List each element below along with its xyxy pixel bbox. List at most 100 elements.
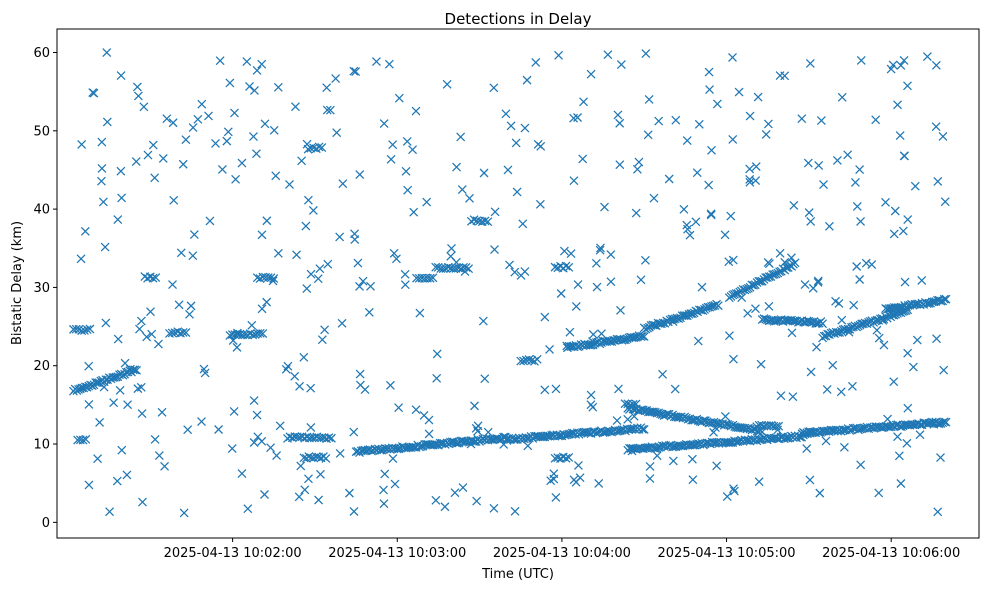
detection-marker xyxy=(472,496,482,506)
detection-marker xyxy=(740,435,750,445)
detection-marker xyxy=(193,114,203,124)
detection-marker xyxy=(939,365,949,375)
detection-marker xyxy=(696,305,706,315)
detection-marker xyxy=(123,400,133,410)
detection-marker xyxy=(178,328,188,337)
detection-marker xyxy=(710,423,720,432)
detection-marker xyxy=(535,199,545,209)
detection-marker xyxy=(912,335,922,345)
detection-marker xyxy=(306,269,316,279)
detection-marker xyxy=(729,354,738,364)
detection-marker xyxy=(780,257,790,267)
detection-marker xyxy=(266,443,276,453)
y-axis-ticks: 0 10 20 30 40 50 60 xyxy=(33,46,57,531)
detection-marker xyxy=(649,193,659,203)
detection-marker xyxy=(531,57,541,67)
detection-marker xyxy=(450,488,460,498)
detection-marker xyxy=(629,411,639,421)
detection-marker xyxy=(612,416,622,426)
detection-marker xyxy=(179,508,189,518)
detection-marker xyxy=(271,171,281,181)
detection-marker xyxy=(806,216,816,226)
detection-marker xyxy=(269,125,279,135)
detection-marker xyxy=(775,248,785,258)
detection-marker xyxy=(720,230,730,240)
detection-marker xyxy=(737,423,746,433)
detection-marker xyxy=(480,374,490,384)
detection-marker xyxy=(929,419,939,429)
detection-marker xyxy=(573,461,583,470)
detection-marker xyxy=(392,444,402,454)
detection-marker xyxy=(639,425,649,434)
detection-marker xyxy=(117,193,127,203)
detection-marker xyxy=(128,365,138,375)
detection-marker xyxy=(188,251,198,261)
y-tick-label: 40 xyxy=(33,203,50,218)
detection-marker xyxy=(290,371,300,381)
detection-marker xyxy=(816,116,826,126)
detection-marker xyxy=(745,111,755,121)
detection-marker xyxy=(805,475,815,485)
detection-marker xyxy=(797,114,807,124)
detection-marker xyxy=(900,277,910,287)
detection-marker xyxy=(551,384,561,394)
detection-marker xyxy=(133,91,143,101)
detection-marker xyxy=(546,476,556,486)
detection-marker xyxy=(768,270,778,280)
detection-marker xyxy=(855,275,865,284)
detection-marker xyxy=(353,258,363,268)
detection-marker xyxy=(908,362,918,372)
detection-marker xyxy=(430,440,440,450)
detection-marker xyxy=(808,283,818,293)
detection-marker xyxy=(940,197,950,207)
x-tick-label: 2025-04-13 10:04:00 xyxy=(493,546,631,561)
detection-marker xyxy=(752,422,762,432)
detection-marker xyxy=(215,56,225,66)
detection-marker xyxy=(821,436,831,446)
detection-marker xyxy=(712,99,722,109)
detection-marker xyxy=(97,164,107,173)
detection-marker xyxy=(706,209,716,219)
detection-marker xyxy=(620,399,630,409)
detection-marker xyxy=(385,380,395,390)
detection-marker xyxy=(143,150,153,160)
detection-marker xyxy=(522,75,532,85)
detection-marker xyxy=(306,422,316,432)
detection-marker xyxy=(432,373,442,383)
detection-marker xyxy=(389,248,399,258)
detection-marker xyxy=(603,50,613,60)
detection-marker xyxy=(614,384,623,394)
detection-marker xyxy=(245,82,254,91)
detection-marker xyxy=(510,506,520,516)
detection-marker xyxy=(422,197,432,207)
detection-marker xyxy=(469,215,479,225)
detection-marker xyxy=(747,280,757,290)
detection-marker xyxy=(729,486,739,496)
detection-marker xyxy=(331,74,341,84)
detection-marker xyxy=(856,56,866,65)
detection-marker xyxy=(364,307,374,317)
detection-marker xyxy=(503,165,513,175)
detection-marker xyxy=(606,250,616,260)
detection-marker xyxy=(197,99,207,109)
detection-marker xyxy=(82,325,92,335)
detection-marker xyxy=(294,492,304,502)
detection-marker xyxy=(237,469,247,478)
detection-marker xyxy=(889,229,899,239)
detection-marker xyxy=(440,502,450,512)
detection-marker xyxy=(349,507,359,516)
detection-marker xyxy=(858,319,868,329)
detection-marker xyxy=(654,116,664,126)
detection-marker xyxy=(922,299,932,309)
y-tick-label: 0 xyxy=(42,516,50,531)
detection-marker xyxy=(248,330,258,340)
detection-marker xyxy=(403,185,413,195)
y-axis-label: Bistatic Delay (km) xyxy=(10,221,25,345)
detection-marker xyxy=(91,378,101,387)
detection-marker xyxy=(86,380,95,390)
detection-marker xyxy=(600,202,609,212)
detection-marker xyxy=(84,400,94,409)
detection-marker xyxy=(431,495,441,505)
detection-marker xyxy=(272,451,282,461)
